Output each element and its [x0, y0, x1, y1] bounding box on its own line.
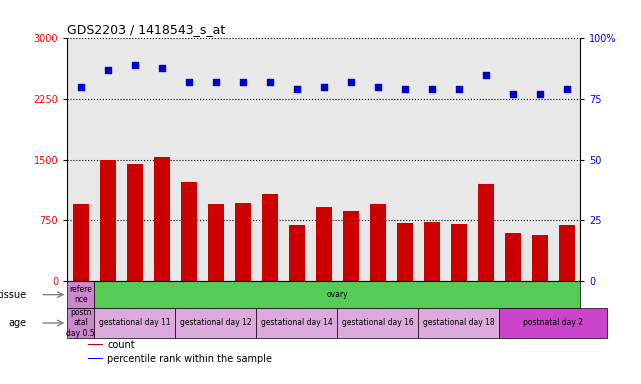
Bar — [100, 160, 116, 281]
Text: tissue: tissue — [0, 290, 27, 300]
Bar — [499, 308, 607, 338]
Bar — [262, 194, 278, 281]
Point — [372, 84, 383, 90]
Bar — [154, 157, 170, 281]
Bar — [451, 224, 467, 281]
Text: percentile rank within the sample: percentile rank within the sample — [107, 354, 272, 364]
Point — [183, 79, 194, 85]
Bar — [315, 207, 332, 281]
Bar — [67, 281, 94, 308]
Bar — [342, 211, 359, 281]
Point — [156, 65, 167, 71]
Point — [481, 72, 491, 78]
Bar — [504, 233, 520, 281]
Bar — [181, 182, 197, 281]
Bar — [88, 344, 103, 345]
Text: count: count — [107, 339, 135, 349]
Point — [399, 86, 410, 93]
Bar — [531, 235, 547, 281]
Point — [562, 86, 572, 93]
Point — [535, 91, 545, 97]
Text: refere
nce: refere nce — [69, 285, 92, 305]
Bar — [370, 204, 386, 281]
Point — [319, 84, 329, 90]
Bar — [127, 164, 143, 281]
Text: age: age — [9, 318, 27, 328]
Bar — [67, 308, 94, 338]
Point — [103, 67, 113, 73]
Bar — [94, 308, 175, 338]
Bar — [424, 222, 440, 281]
Text: gestational day 11: gestational day 11 — [99, 318, 171, 328]
Bar — [478, 184, 494, 281]
Point — [265, 79, 275, 85]
Point — [76, 84, 86, 90]
Text: postnatal day 2: postnatal day 2 — [523, 318, 583, 328]
Bar — [418, 308, 499, 338]
Point — [508, 91, 518, 97]
Bar — [256, 308, 337, 338]
Bar — [558, 225, 575, 281]
Bar — [88, 358, 103, 359]
Bar — [397, 223, 413, 281]
Point — [454, 86, 464, 93]
Text: postn
atal
day 0.5: postn atal day 0.5 — [67, 308, 95, 338]
Point — [345, 79, 356, 85]
Text: gestational day 14: gestational day 14 — [261, 318, 333, 328]
Text: gestational day 18: gestational day 18 — [423, 318, 494, 328]
Point — [129, 62, 140, 68]
Bar — [72, 204, 89, 281]
Bar — [337, 308, 418, 338]
Text: gestational day 12: gestational day 12 — [180, 318, 251, 328]
Text: ovary: ovary — [326, 290, 348, 299]
Bar — [175, 308, 256, 338]
Bar — [235, 204, 251, 281]
Point — [292, 86, 302, 93]
Bar — [288, 225, 305, 281]
Point — [238, 79, 248, 85]
Point — [211, 79, 221, 85]
Point — [426, 86, 437, 93]
Text: gestational day 16: gestational day 16 — [342, 318, 413, 328]
Text: GDS2203 / 1418543_s_at: GDS2203 / 1418543_s_at — [67, 23, 226, 36]
Bar — [208, 204, 224, 281]
